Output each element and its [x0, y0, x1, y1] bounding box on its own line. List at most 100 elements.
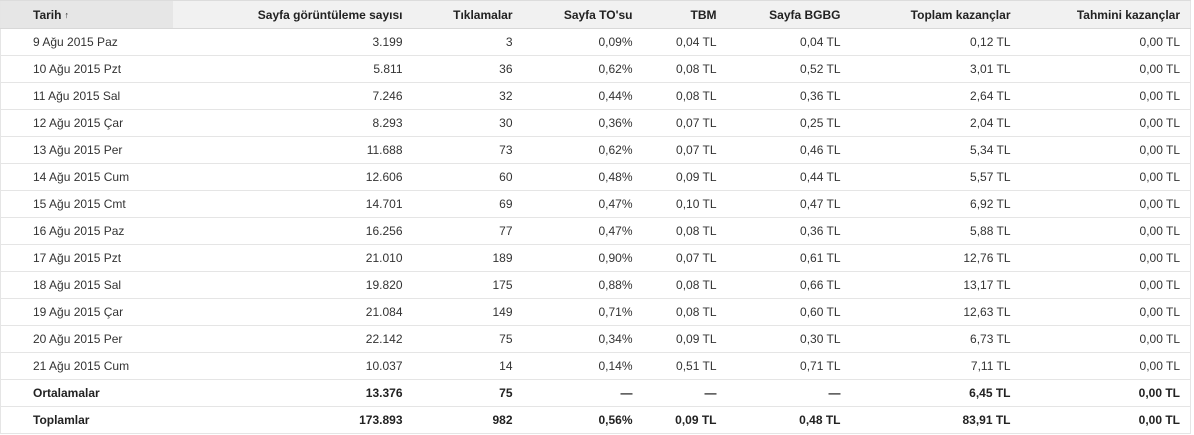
cell-cpc: 0,08 TL	[642, 217, 727, 245]
averages-clicks: 75	[412, 379, 523, 407]
table-row: 20 Ağu 2015 Per 22.142 75 0,34% 0,09 TL 0,30 …	[0, 325, 1191, 353]
cell-clicks: 3	[412, 28, 523, 56]
cell-estimated-earnings: 0,00 TL	[1020, 298, 1191, 326]
totals-page-rpm: 0,48 TL	[726, 406, 851, 434]
cell-date: 16 Ağu 2015 Paz	[0, 217, 173, 245]
totals-total-earnings: 83,91 TL	[850, 406, 1021, 434]
cell-total-earnings: 3,01 TL	[850, 55, 1021, 83]
header-page-rpm-label: Sayfa BGBG	[769, 7, 841, 22]
cell-date: 14 Ağu 2015 Cum	[0, 163, 173, 191]
header-clicks[interactable]: Tıklamalar	[412, 0, 523, 29]
table-row: 9 Ağu 2015 Paz 3.199 3 0,09% 0,04 TL 0,04 TL 0…	[0, 28, 1191, 56]
table-body: 9 Ağu 2015 Paz 3.199 3 0,09% 0,04 TL 0,04 TL 0…	[0, 28, 1191, 380]
cell-estimated-earnings: 0,00 TL	[1020, 190, 1191, 218]
header-page-ctr-label: Sayfa TO'su	[563, 7, 633, 22]
totals-estimated-earnings: 0,00 TL	[1020, 406, 1191, 434]
cell-clicks: 30	[412, 109, 523, 137]
cell-clicks: 77	[412, 217, 523, 245]
cell-page-rpm: 0,25 TL	[726, 109, 851, 137]
cell-page-views: 21.084	[172, 298, 413, 326]
cell-total-earnings: 7,11 TL	[850, 352, 1021, 380]
cell-total-earnings: 13,17 TL	[850, 271, 1021, 299]
cell-page-ctr: 0,62%	[522, 55, 643, 83]
cell-page-views: 8.293	[172, 109, 413, 137]
cell-total-earnings: 2,64 TL	[850, 82, 1021, 110]
cell-cpc: 0,09 TL	[642, 163, 727, 191]
cell-page-ctr: 0,09%	[522, 28, 643, 56]
totals-page-ctr: 0,56%	[522, 406, 643, 434]
header-cpc[interactable]: TBM	[642, 0, 727, 29]
table-row: 13 Ağu 2015 Per 11.688 73 0,62% 0,07 TL 0,46 …	[0, 136, 1191, 164]
cell-total-earnings: 6,92 TL	[850, 190, 1021, 218]
cell-page-views: 12.606	[172, 163, 413, 191]
averages-total-earnings: 6,45 TL	[850, 379, 1021, 407]
cell-clicks: 75	[412, 325, 523, 353]
cell-page-views: 21.010	[172, 244, 413, 272]
cell-page-rpm: 0,36 TL	[726, 82, 851, 110]
totals-label: Toplamlar	[0, 406, 173, 434]
cell-page-ctr: 0,47%	[522, 190, 643, 218]
cell-clicks: 73	[412, 136, 523, 164]
header-date-label: Tarih	[33, 7, 62, 22]
cell-total-earnings: 0,12 TL	[850, 28, 1021, 56]
cell-clicks: 69	[412, 190, 523, 218]
cell-page-views: 5.811	[172, 55, 413, 83]
cell-page-ctr: 0,14%	[522, 352, 643, 380]
header-page-views[interactable]: Sayfa görüntüleme sayısı	[172, 0, 413, 29]
cell-page-rpm: 0,71 TL	[726, 352, 851, 380]
table-header: Tarih ↑ Sayfa görüntüleme sayısı Tıklamal…	[0, 0, 1191, 29]
header-estimated-earnings[interactable]: Tahmini kazançlar	[1020, 0, 1191, 29]
table-summary: Ortalamalar 13.376 75 — — — 6,45 TL 0,00…	[0, 379, 1191, 434]
sort-ascending-icon: ↑	[64, 9, 69, 20]
cell-estimated-earnings: 0,00 TL	[1020, 55, 1191, 83]
table-row: 11 Ağu 2015 Sal 7.246 32 0,44% 0,08 TL 0,36 T…	[0, 82, 1191, 110]
cell-date: 9 Ağu 2015 Paz	[0, 28, 173, 56]
header-cpc-label: TBM	[690, 7, 717, 22]
cell-clicks: 175	[412, 271, 523, 299]
cell-cpc: 0,08 TL	[642, 271, 727, 299]
cell-cpc: 0,07 TL	[642, 136, 727, 164]
cell-page-ctr: 0,71%	[522, 298, 643, 326]
cell-date: 11 Ağu 2015 Sal	[0, 82, 173, 110]
cell-page-rpm: 0,60 TL	[726, 298, 851, 326]
cell-page-views: 19.820	[172, 271, 413, 299]
cell-page-ctr: 0,48%	[522, 163, 643, 191]
table-row: 15 Ağu 2015 Cmt 14.701 69 0,47% 0,10 TL 0,47 …	[0, 190, 1191, 218]
cell-date: 19 Ağu 2015 Çar	[0, 298, 173, 326]
header-page-ctr[interactable]: Sayfa TO'su	[522, 0, 643, 29]
cell-estimated-earnings: 0,00 TL	[1020, 325, 1191, 353]
header-total-earnings-label: Toplam kazançlar	[910, 7, 1011, 22]
cell-cpc: 0,09 TL	[642, 325, 727, 353]
cell-page-rpm: 0,61 TL	[726, 244, 851, 272]
cell-page-ctr: 0,90%	[522, 244, 643, 272]
cell-cpc: 0,07 TL	[642, 109, 727, 137]
cell-page-ctr: 0,34%	[522, 325, 643, 353]
cell-page-ctr: 0,88%	[522, 271, 643, 299]
cell-estimated-earnings: 0,00 TL	[1020, 82, 1191, 110]
cell-date: 20 Ağu 2015 Per	[0, 325, 173, 353]
cell-total-earnings: 6,73 TL	[850, 325, 1021, 353]
cell-estimated-earnings: 0,00 TL	[1020, 136, 1191, 164]
averages-row: Ortalamalar 13.376 75 — — — 6,45 TL 0,00…	[0, 379, 1191, 407]
cell-page-rpm: 0,46 TL	[726, 136, 851, 164]
cell-page-views: 14.701	[172, 190, 413, 218]
cell-clicks: 149	[412, 298, 523, 326]
cell-clicks: 32	[412, 82, 523, 110]
cell-page-views: 22.142	[172, 325, 413, 353]
averages-estimated-earnings: 0,00 TL	[1020, 379, 1191, 407]
cell-page-rpm: 0,44 TL	[726, 163, 851, 191]
cell-cpc: 0,51 TL	[642, 352, 727, 380]
table-row: 12 Ağu 2015 Çar 8.293 30 0,36% 0,07 TL 0,25 T…	[0, 109, 1191, 137]
header-total-earnings[interactable]: Toplam kazançlar	[850, 0, 1021, 29]
cell-estimated-earnings: 0,00 TL	[1020, 109, 1191, 137]
cell-clicks: 14	[412, 352, 523, 380]
cell-page-ctr: 0,36%	[522, 109, 643, 137]
cell-date: 12 Ağu 2015 Çar	[0, 109, 173, 137]
cell-estimated-earnings: 0,00 TL	[1020, 244, 1191, 272]
cell-date: 17 Ağu 2015 Pzt	[0, 244, 173, 272]
header-page-rpm[interactable]: Sayfa BGBG	[726, 0, 851, 29]
cell-cpc: 0,08 TL	[642, 55, 727, 83]
header-date[interactable]: Tarih ↑	[0, 0, 173, 29]
table-row: 14 Ağu 2015 Cum 12.606 60 0,48% 0,09 TL 0,44 …	[0, 163, 1191, 191]
